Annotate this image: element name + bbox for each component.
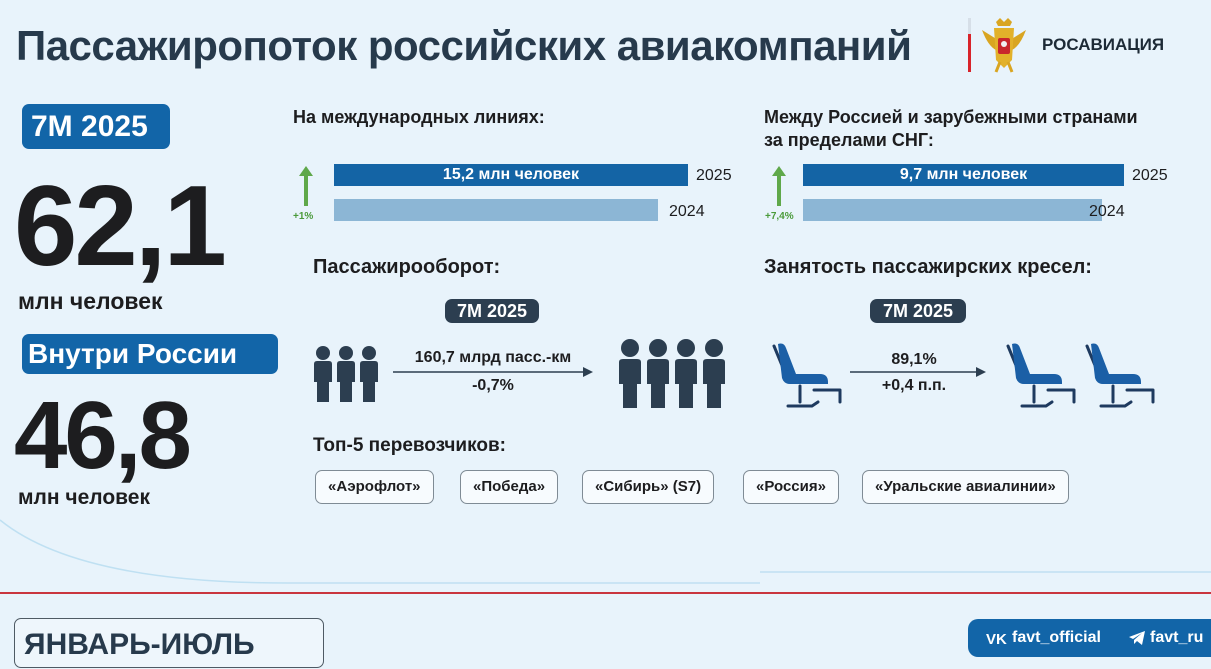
total-passengers-unit: млн человек (18, 288, 163, 314)
occupancy-value: 89,1% (891, 351, 937, 368)
carrier-chip: «Сибирь» (S7) (582, 470, 715, 504)
carrier-chip: «Россия» (743, 470, 839, 504)
non-cis-heading-line1: Между Россией и зарубежными странами (764, 107, 1138, 127)
non-cis-heading: Между Россией и зарубежными странами за … (764, 106, 1138, 152)
page-title: Пассажиропоток российских авиакомпаний (16, 22, 912, 69)
agency-name: РОСАВИАЦИЯ (1042, 35, 1165, 54)
non-cis-bar-2025: 9,7 млн человек (803, 164, 1124, 186)
period-label: ЯНВАРЬ-ИЮЛЬ (14, 618, 324, 668)
period-badge: 7М 2025 (22, 104, 170, 149)
agency-divider (968, 18, 971, 72)
occupancy-heading: Занятость пассажирских кресел: (764, 256, 1092, 278)
people-icon (619, 339, 725, 408)
domestic-badge: Внутри России (22, 334, 278, 374)
turnover-change: -0,7% (472, 377, 514, 394)
carrier-chip: «Аэрофлот» (315, 470, 434, 504)
social-links-bar (968, 619, 1211, 657)
seat-icon (1085, 343, 1155, 408)
arrow-up-icon (299, 166, 313, 206)
seat-icon (1006, 343, 1076, 408)
turnover-period-badge: 7М 2025 (445, 299, 539, 323)
non-cis-heading-line2: за пределами СНГ: (764, 130, 934, 151)
non-cis-year-2024: 2024 (1089, 203, 1125, 220)
arrow-right-icon (850, 367, 986, 377)
footer-divider (0, 592, 1211, 594)
total-passengers-value: 62,1 (14, 163, 227, 290)
international-bar-2024 (334, 199, 658, 221)
occupancy-change: +0,4 п.п. (881, 377, 947, 394)
telegram-link[interactable]: favt_ru (1150, 629, 1204, 646)
non-cis-change: +7,4% (765, 211, 794, 222)
domestic-passengers-value: 46,8 (14, 382, 192, 489)
international-year-2025: 2025 (696, 167, 732, 184)
telegram-icon (1129, 631, 1145, 645)
carrier-chip: «Уральские авиалинии» (862, 470, 1069, 504)
turnover-heading: Пассажирооборот: (313, 256, 501, 278)
non-cis-year-2025: 2025 (1132, 167, 1168, 184)
vk-icon: VK (986, 631, 1007, 646)
international-change: +1% (293, 211, 314, 222)
arrow-right-icon (393, 367, 593, 377)
international-year-2024: 2024 (669, 203, 705, 220)
turnover-value: 160,7 млрд пасс.-км (414, 349, 572, 366)
people-icon (314, 346, 378, 402)
emblem-icon (982, 18, 1026, 73)
vk-link[interactable]: favt_official (1012, 629, 1101, 646)
arrow-up-icon (772, 166, 786, 206)
domestic-passengers-unit: млн человек (18, 486, 150, 509)
international-heading: На международных линиях: (293, 107, 545, 127)
carrier-chip: «Победа» (460, 470, 559, 504)
occupancy-period-badge: 7М 2025 (870, 299, 966, 323)
international-bar-2025: 15,2 млн человек (334, 164, 688, 186)
carriers-heading: Топ-5 перевозчиков: (313, 435, 506, 456)
non-cis-bar-2024 (803, 199, 1102, 221)
svg-text:VK: VK (986, 631, 1007, 646)
seat-icon (772, 343, 842, 408)
